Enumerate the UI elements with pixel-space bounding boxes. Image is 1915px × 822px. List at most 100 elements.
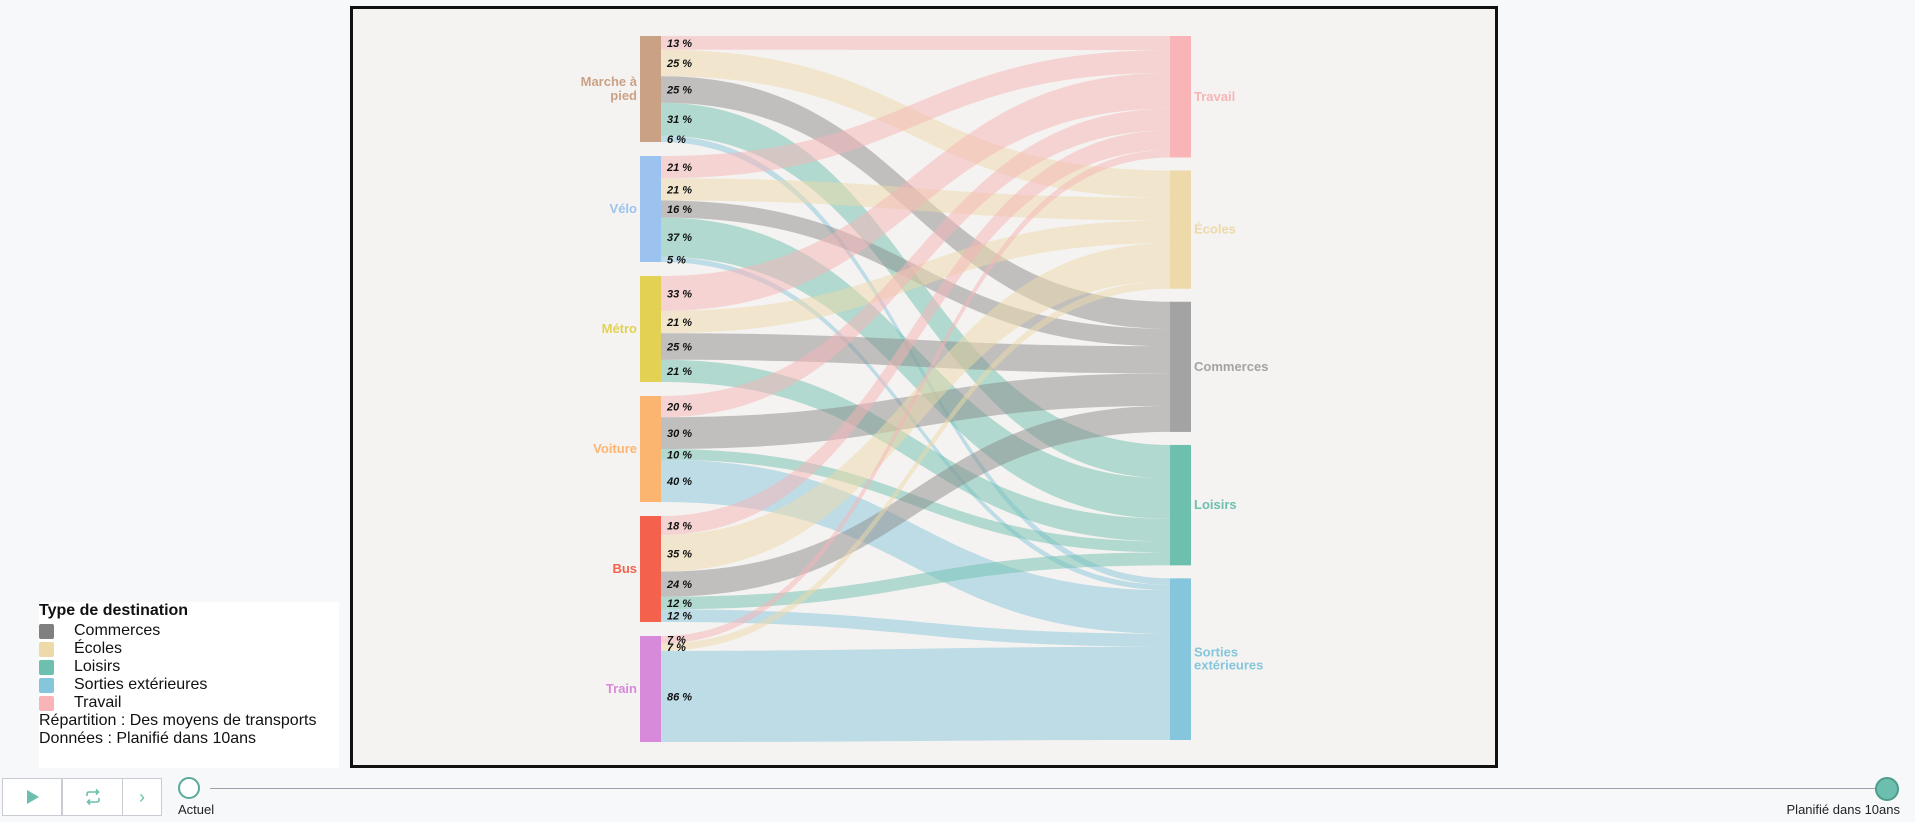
link-value-label: 12 % bbox=[667, 598, 692, 610]
legend-swatch bbox=[39, 623, 54, 639]
link-train-to-ecoles[interactable] bbox=[661, 281, 1170, 651]
link-value-label: 25 % bbox=[666, 341, 692, 353]
link-value-label: 10 % bbox=[667, 449, 692, 461]
link-marche-a-pied-to-travail[interactable] bbox=[661, 36, 1170, 51]
link-voiture-to-sorties-exterieures[interactable] bbox=[661, 459, 1170, 634]
link-value-label: 12 % bbox=[667, 611, 692, 623]
timeline-player: › Actuel Planifié dans 10ans bbox=[0, 774, 1915, 822]
link-value-label: 21 % bbox=[666, 366, 692, 378]
legend: Type de destination Commerces Écoles Loi… bbox=[39, 602, 339, 768]
legend-item-ecoles: Écoles bbox=[39, 640, 339, 658]
link-metro-to-ecoles[interactable] bbox=[661, 220, 1170, 334]
link-metro-to-loisirs[interactable] bbox=[661, 359, 1170, 542]
link-value-label: 40 % bbox=[666, 476, 692, 488]
legend-title: Type de destination bbox=[39, 602, 189, 619]
link-metro-to-travail[interactable] bbox=[661, 72, 1170, 311]
link-value-label: 7 % bbox=[667, 635, 686, 647]
timeline-start-label: Actuel bbox=[178, 802, 215, 817]
target-label: Sorties extérieures bbox=[1194, 645, 1263, 673]
target-node-loisirs[interactable] bbox=[1170, 444, 1191, 566]
legend-label: Commerces bbox=[74, 622, 161, 639]
link-train-to-sorties-exterieures[interactable] bbox=[661, 646, 1170, 742]
timeline-track[interactable] bbox=[210, 788, 1886, 789]
link-value-label: 7 % bbox=[667, 642, 686, 654]
source-node-velo[interactable] bbox=[640, 156, 661, 262]
link-value-label: 5 % bbox=[667, 254, 686, 266]
link-voiture-to-travail[interactable] bbox=[661, 108, 1170, 418]
legend-item-loisirs: Loisirs bbox=[39, 658, 339, 676]
link-value-label: 37 % bbox=[667, 232, 692, 244]
legend-swatch bbox=[39, 695, 54, 711]
target-label: Loisirs bbox=[1194, 497, 1237, 512]
link-value-label: 18 % bbox=[667, 520, 692, 532]
legend-donnees: Données : Planifié dans 10ans bbox=[39, 730, 257, 747]
target-node-ecoles[interactable] bbox=[1170, 170, 1191, 289]
link-velo-to-travail[interactable] bbox=[661, 50, 1170, 179]
legend-swatch bbox=[39, 641, 54, 657]
link-value-label: 21 % bbox=[666, 162, 692, 174]
link-value-label: 31 % bbox=[667, 114, 692, 126]
legend-item-commerces: Commerces bbox=[39, 622, 339, 640]
link-velo-to-loisirs[interactable] bbox=[661, 217, 1170, 519]
source-label: Voiture bbox=[593, 441, 637, 456]
timeline-end-handle[interactable] bbox=[1875, 777, 1899, 801]
target-label: Commerces bbox=[1194, 359, 1268, 374]
source-node-bus[interactable] bbox=[640, 516, 661, 622]
next-button[interactable]: › bbox=[122, 778, 162, 816]
source-label: Métro bbox=[602, 321, 637, 336]
link-value-label: 21 % bbox=[666, 184, 692, 196]
link-bus-to-ecoles[interactable] bbox=[661, 243, 1170, 572]
target-node-commerces[interactable] bbox=[1170, 301, 1191, 432]
legend-item-travail: Travail bbox=[39, 694, 339, 712]
sankey-links bbox=[661, 36, 1170, 742]
timeline-start-handle[interactable] bbox=[178, 777, 200, 799]
source-label: Bus bbox=[612, 561, 637, 576]
link-bus-to-travail[interactable] bbox=[661, 130, 1170, 535]
legend-item-sorties: Sorties extérieures bbox=[39, 676, 339, 694]
source-label: Marche à pied bbox=[581, 74, 638, 103]
sankey-value-labels: 13 % 25 % 25 % 31 % 6 % 21 % 21 % 16 % 37 % 5 % 33… bbox=[666, 38, 692, 704]
target-node-travail[interactable] bbox=[1170, 36, 1191, 158]
play-icon bbox=[27, 790, 39, 804]
source-node-metro[interactable] bbox=[640, 276, 661, 382]
source-node-voiture[interactable] bbox=[640, 396, 661, 502]
link-bus-to-sorties-exterieures[interactable] bbox=[661, 609, 1170, 647]
link-value-label: 24 % bbox=[666, 579, 692, 591]
link-value-label: 16 % bbox=[667, 204, 692, 216]
chevron-right-icon: › bbox=[139, 786, 145, 807]
link-value-label: 30 % bbox=[667, 428, 692, 440]
link-bus-to-commerces[interactable] bbox=[661, 405, 1170, 597]
link-value-label: 35 % bbox=[667, 548, 692, 560]
play-button[interactable] bbox=[2, 778, 62, 816]
target-label: Écoles bbox=[1194, 222, 1236, 237]
link-value-label: 21 % bbox=[666, 317, 692, 329]
source-label: Train bbox=[606, 681, 637, 696]
link-train-to-travail[interactable] bbox=[661, 149, 1170, 644]
link-value-label: 13 % bbox=[667, 38, 692, 50]
target-label: Travail bbox=[1194, 89, 1235, 104]
legend-label: Travail bbox=[74, 694, 122, 711]
link-value-label: 6 % bbox=[667, 134, 686, 146]
timeline-end-label: Planifié dans 10ans bbox=[1786, 802, 1900, 817]
link-value-label: 25 % bbox=[666, 85, 692, 97]
link-value-label: 86 % bbox=[667, 691, 692, 703]
link-marche-a-pied-to-loisirs[interactable] bbox=[661, 102, 1170, 479]
legend-swatch bbox=[39, 677, 54, 693]
link-value-label: 33 % bbox=[667, 288, 692, 300]
legend-swatch bbox=[39, 659, 54, 675]
loop-button[interactable] bbox=[62, 778, 123, 816]
link-metro-to-commerces[interactable] bbox=[661, 333, 1170, 374]
link-value-label: 25 % bbox=[666, 58, 692, 70]
legend-label: Sorties extérieures bbox=[74, 676, 208, 693]
source-node-marche-a-pied[interactable] bbox=[640, 36, 661, 142]
source-label: Vélo bbox=[610, 201, 638, 216]
legend-repartition: Répartition : Des moyens de transports bbox=[39, 712, 317, 729]
link-value-label: 20 % bbox=[666, 402, 692, 414]
legend-label: Écoles bbox=[74, 640, 123, 657]
legend-label: Loisirs bbox=[74, 658, 121, 675]
target-node-sorties-exterieures[interactable] bbox=[1170, 578, 1191, 740]
repeat-icon bbox=[85, 788, 100, 806]
source-node-train[interactable] bbox=[640, 636, 661, 742]
link-bus-to-loisirs[interactable] bbox=[661, 552, 1170, 610]
